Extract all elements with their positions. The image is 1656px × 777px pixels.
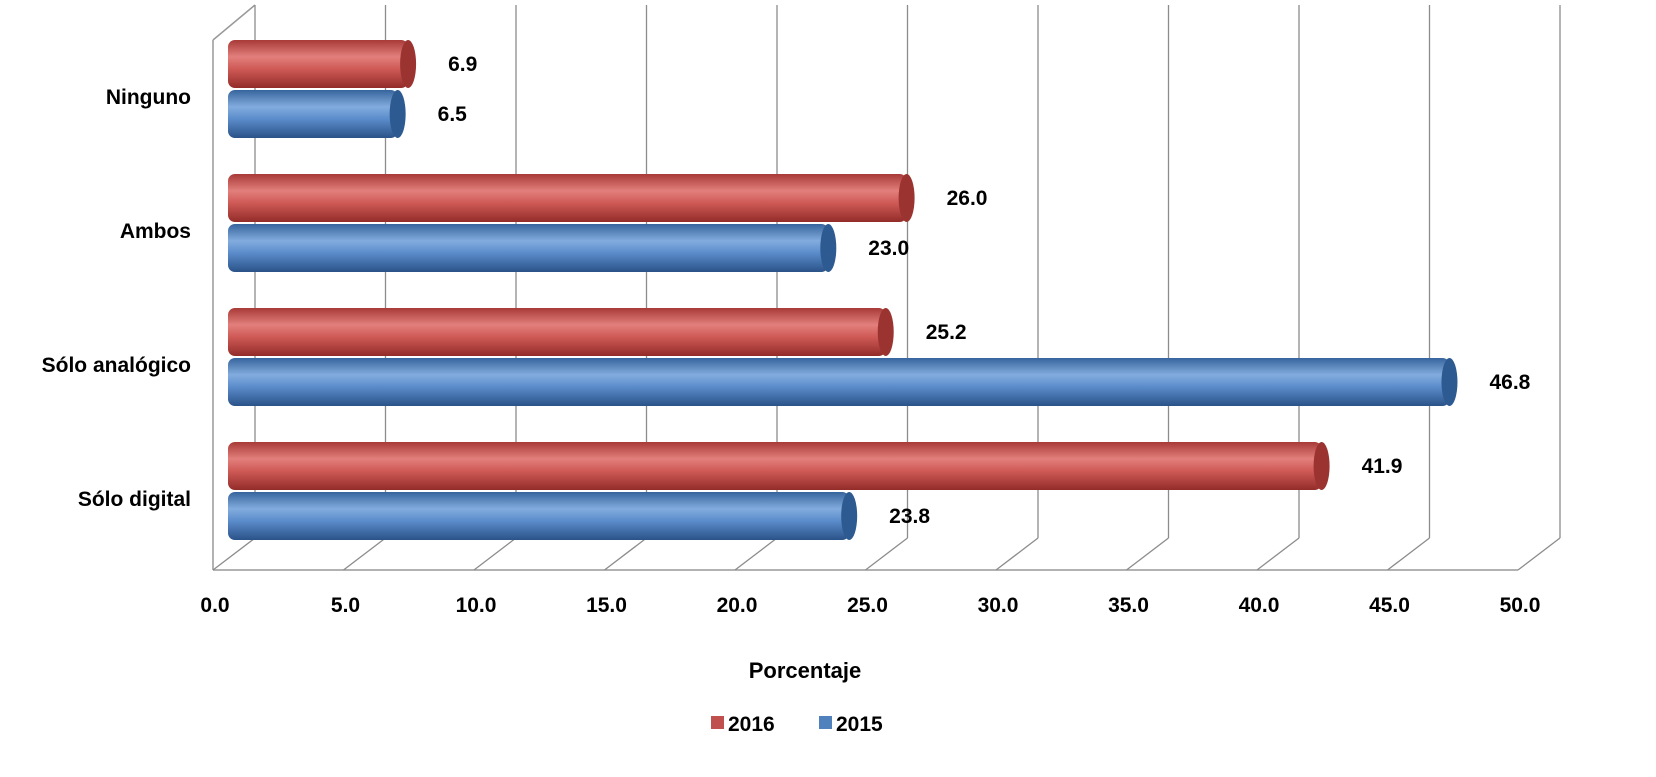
bar-solo-digital-2015: [228, 492, 850, 540]
x-tick-label: 45.0: [1369, 594, 1410, 617]
category-label-solo-analogico: Sólo analógico: [42, 354, 191, 377]
bar-cap-ambos-2016: [898, 174, 915, 222]
category-label-ambos: Ambos: [120, 220, 191, 243]
category-labels: Ninguno Ambos Sólo analógico Sólo digital: [42, 86, 191, 511]
gridline-floor: [995, 537, 1039, 571]
gridline-floor: [473, 537, 517, 571]
legend-label-2016: 2016: [728, 713, 775, 736]
x-tick-label: 35.0: [1108, 594, 1149, 617]
bar-cap-ambos-2015: [820, 224, 837, 272]
gridline-floor: [734, 537, 778, 571]
category-label-ninguno: Ninguno: [106, 86, 191, 109]
wall-top-edge: [212, 4, 256, 41]
x-tick-label: 10.0: [456, 594, 497, 617]
x-tick-label: 5.0: [331, 594, 360, 617]
bar-cap-solo-analogico-2015: [1441, 358, 1458, 406]
value-label-solo-digital-2015: 23.8: [889, 505, 930, 528]
gridline-floor: [343, 537, 386, 571]
x-tick-labels: 0.0 5.0 10.0 15.0 20.0 25.0 30.0 35.0 40.0 45.0 50…: [200, 594, 1540, 617]
bar-ninguno-2015: [228, 90, 398, 138]
gridline-floor: [1126, 537, 1169, 571]
bar-cap-ninguno-2016: [400, 40, 417, 88]
value-label-solo-analogico-2015: 46.8: [1489, 371, 1530, 394]
bar-solo-digital-2016: [228, 442, 1322, 490]
gridline-floor: [604, 537, 647, 571]
bar-ambos-2016: [228, 174, 907, 222]
bar-ninguno-2016: [228, 40, 409, 88]
gridline-floor: [212, 537, 256, 571]
value-label-solo-analogico-2016: 25.2: [926, 321, 967, 344]
x-tick-label: 15.0: [586, 594, 627, 617]
gridline-floor: [865, 537, 908, 571]
legend-swatch-2016: [711, 716, 724, 729]
bar-cap-solo-digital-2015: [841, 492, 858, 540]
value-label-ambos-2015: 23.0: [868, 237, 909, 260]
legend-swatch-2015: [819, 716, 832, 729]
legend: 2016 2015: [711, 713, 883, 736]
x-tick-label: 40.0: [1239, 594, 1280, 617]
value-labels: 6.9 6.5 26.0 23.0 25.2 46.8 41.9 23.8: [438, 53, 1531, 528]
gridline-floor: [1256, 537, 1300, 571]
x-tick-label: 50.0: [1500, 594, 1541, 617]
bar-solo-analogico-2015: [228, 358, 1450, 406]
bars: [228, 40, 1458, 540]
value-label-ambos-2016: 26.0: [947, 187, 988, 210]
value-label-ninguno-2015: 6.5: [438, 103, 468, 126]
bar-cap-solo-digital-2016: [1313, 442, 1330, 490]
x-tick-label: 25.0: [847, 594, 888, 617]
value-label-ninguno-2016: 6.9: [448, 53, 477, 76]
gridline-floor: [1517, 537, 1561, 571]
x-tick-label: 0.0: [200, 594, 229, 617]
value-label-solo-digital-2016: 41.9: [1362, 455, 1403, 478]
legend-label-2015: 2015: [836, 713, 883, 736]
x-axis-label: Porcentaje: [749, 658, 862, 683]
x-tick-label: 30.0: [978, 594, 1019, 617]
bar-cap-solo-analogico-2016: [877, 308, 894, 356]
category-label-solo-digital: Sólo digital: [78, 488, 191, 511]
bar-ambos-2015: [228, 224, 829, 272]
bar-cap-ninguno-2015: [389, 90, 406, 138]
bar-solo-analogico-2016: [228, 308, 886, 356]
x-tick-label: 20.0: [717, 594, 758, 617]
gridline-floor: [1387, 537, 1430, 571]
